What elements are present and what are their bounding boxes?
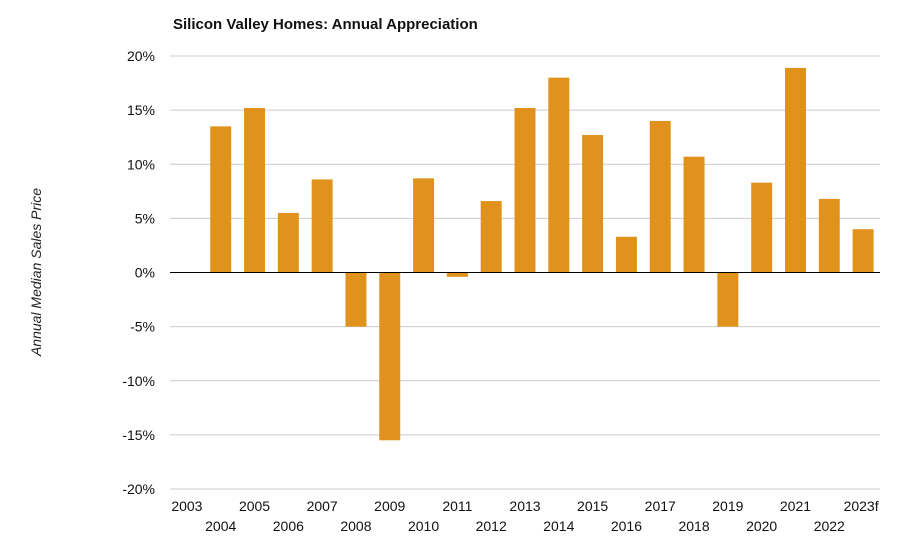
bar-2004 [210,126,232,273]
bar-2017 [649,120,671,273]
x-tick-label: 2005 [239,498,270,514]
x-tick-labels: 2003200420052006200720082009201020112012… [171,498,878,534]
bar-2006 [277,212,299,273]
y-tick-label: -15% [122,427,155,443]
y-tick-label: 20% [127,48,155,64]
x-tick-label: 2018 [678,518,709,534]
x-tick-label: 2016 [611,518,642,534]
x-tick-label: 2015 [577,498,608,514]
x-tick-label: 2012 [476,518,507,534]
y-tick-labels: 20% 15% 10% 5% 0% -5% -10% -15% -20% [122,48,155,497]
bar-2021 [784,67,806,273]
x-tick-label: 2019 [712,498,743,514]
y-axis-label: Annual Median Sales Price [28,188,44,357]
bar-2019 [717,272,739,327]
x-tick-label: 2021 [780,498,811,514]
y-tick-label: 15% [127,102,155,118]
x-tick-label: 2017 [645,498,676,514]
bar-2020 [751,182,773,273]
x-tick-label: 2011 [442,498,472,514]
y-tick-label: 10% [127,156,155,172]
x-tick-label: 2008 [340,518,371,534]
bar-2014 [548,77,570,273]
x-tick-label: 2007 [307,498,338,514]
x-tick-label: 2022 [814,518,845,534]
x-tick-label: 2014 [543,518,574,534]
x-tick-label: 2006 [273,518,304,534]
x-tick-label: 2020 [746,518,777,534]
bar-2023f [852,229,874,273]
y-tick-label: 5% [135,210,155,226]
bar-2018 [683,156,705,273]
bar-2005 [244,107,266,273]
y-tick-label: -10% [122,373,155,389]
y-tick-label: -20% [122,481,155,497]
bar-2009 [379,272,401,441]
bar-2010 [413,178,435,273]
y-tick-label: -5% [130,319,155,335]
bar-2012 [480,201,502,273]
bar-2015 [582,135,604,273]
x-tick-label: 2009 [374,498,405,514]
bar-2007 [311,179,333,273]
x-tick-label: 2004 [205,518,236,534]
y-tick-label: 0% [135,265,155,281]
bar-2013 [514,107,536,273]
x-tick-label: 2023f [844,498,879,514]
bar-2011 [446,272,468,277]
x-tick-label: 2013 [509,498,540,514]
bar-2008 [345,272,367,327]
x-tick-label: 2003 [171,498,202,514]
bar-2016 [615,236,637,273]
bars [210,67,874,441]
bar-2022 [818,198,840,273]
chart-title: Silicon Valley Homes: Annual Appreciatio… [173,16,478,33]
x-tick-label: 2010 [408,518,439,534]
